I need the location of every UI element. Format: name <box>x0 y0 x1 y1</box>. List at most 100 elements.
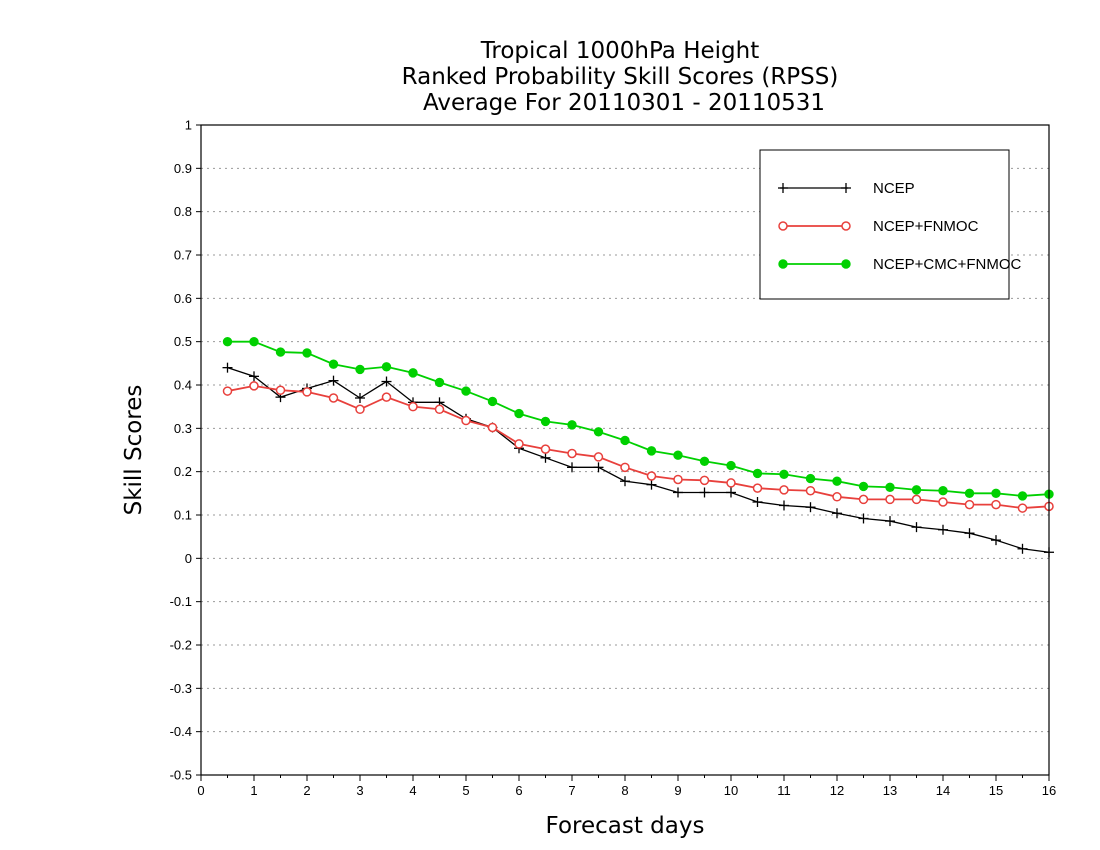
x-tick-label: 7 <box>568 783 575 798</box>
legend-items: NCEP NCEP+FNMOC NCEP+CMC+FNMOC <box>778 180 1022 273</box>
data-point <box>1017 543 1028 554</box>
data-point <box>832 492 842 502</box>
y-tick-label: 0.9 <box>174 161 192 176</box>
data-point <box>646 471 657 481</box>
data-point <box>302 387 312 397</box>
legend-marker <box>841 183 851 193</box>
data-point <box>275 385 286 395</box>
data-point <box>540 416 551 427</box>
legend: NCEP NCEP+FNMOC NCEP+CMC+FNMOC <box>759 149 1022 300</box>
data-point <box>222 336 233 347</box>
data-point <box>381 362 392 372</box>
data-point <box>752 497 763 507</box>
data-point <box>328 359 339 369</box>
series-line <box>227 367 1050 553</box>
data-point <box>593 452 604 462</box>
series-layer <box>222 336 1054 558</box>
x-tick-label: 1 <box>250 783 257 798</box>
data-point <box>487 422 498 433</box>
y-tick-label: -0.1 <box>170 594 192 609</box>
data-point <box>699 456 710 466</box>
legend-marker <box>778 183 788 193</box>
data-point <box>779 500 789 511</box>
data-point <box>699 475 710 486</box>
legend-box <box>759 149 1010 300</box>
x-tick-label: 11 <box>777 783 791 798</box>
data-point <box>275 347 286 357</box>
y-tick-label: 0.8 <box>174 204 192 219</box>
data-point <box>832 476 842 486</box>
data-point <box>567 462 577 473</box>
data-point <box>805 485 816 496</box>
data-point <box>832 508 842 519</box>
legend-marker <box>778 259 788 269</box>
data-point <box>673 487 683 498</box>
x-tick-label: 10 <box>724 783 738 798</box>
x-tick-label: 9 <box>674 783 681 798</box>
data-point <box>461 386 471 396</box>
data-point <box>885 482 895 492</box>
data-point <box>222 386 233 396</box>
data-point <box>646 479 657 490</box>
data-point <box>805 473 816 484</box>
y-tick-label: -0.4 <box>170 724 192 739</box>
y-tick-label: 1 <box>185 118 192 133</box>
x-tick-label: 15 <box>989 783 1003 798</box>
data-point <box>858 513 869 524</box>
data-point <box>938 486 948 496</box>
data-point <box>991 535 1001 546</box>
chart-title-line-3: Average For 20110301 - 20110531 <box>423 90 825 116</box>
y-axis-label: Skill Scores <box>121 385 147 516</box>
data-point <box>885 494 895 505</box>
data-point <box>620 476 630 487</box>
data-point <box>673 474 683 485</box>
legend-marker <box>841 259 851 269</box>
data-point <box>408 368 418 378</box>
data-point <box>938 497 948 507</box>
chart-title-line-1: Tropical 1000hPa Height <box>480 38 760 64</box>
x-tick-label: 5 <box>462 783 469 798</box>
data-point <box>885 516 895 527</box>
chart-title-line-2: Ranked Probability Skill Scores (RPSS) <box>402 64 839 90</box>
y-tick-label: 0.1 <box>174 508 192 523</box>
x-axis-label: Forecast days <box>546 813 705 839</box>
x-tick-label: 13 <box>883 783 897 798</box>
x-tick-label: 3 <box>356 783 363 798</box>
legend-label: NCEP+FNMOC <box>873 218 979 235</box>
data-point <box>858 494 869 505</box>
data-point <box>779 469 789 479</box>
legend-label: NCEP <box>873 180 915 197</box>
series-2 <box>222 336 1054 501</box>
data-point <box>249 336 259 347</box>
data-point <box>991 499 1001 510</box>
legend-label: NCEP+CMC+FNMOC <box>873 256 1022 273</box>
data-point <box>620 435 630 446</box>
y-tick-label: -0.3 <box>170 681 192 696</box>
y-tick-label: 0.5 <box>174 334 192 349</box>
data-point <box>514 408 524 419</box>
data-point <box>646 446 657 456</box>
data-point <box>964 528 975 539</box>
data-point <box>249 371 259 382</box>
data-point <box>434 404 445 415</box>
data-point <box>991 488 1001 499</box>
data-point <box>408 401 418 412</box>
data-point <box>381 392 392 402</box>
data-point <box>1017 503 1028 513</box>
data-point <box>964 499 975 510</box>
data-point <box>911 522 922 533</box>
data-point <box>461 415 471 426</box>
x-tick-label: 12 <box>830 783 844 798</box>
y-tick-label: 0.7 <box>174 248 192 263</box>
data-point <box>249 381 259 391</box>
data-point <box>752 483 763 493</box>
data-point <box>699 487 710 498</box>
x-tick-label: 8 <box>621 783 628 798</box>
data-point <box>434 377 445 388</box>
data-point <box>355 364 365 375</box>
data-point <box>222 362 233 373</box>
y-tick-label: -0.2 <box>170 638 192 653</box>
data-point <box>355 393 365 403</box>
